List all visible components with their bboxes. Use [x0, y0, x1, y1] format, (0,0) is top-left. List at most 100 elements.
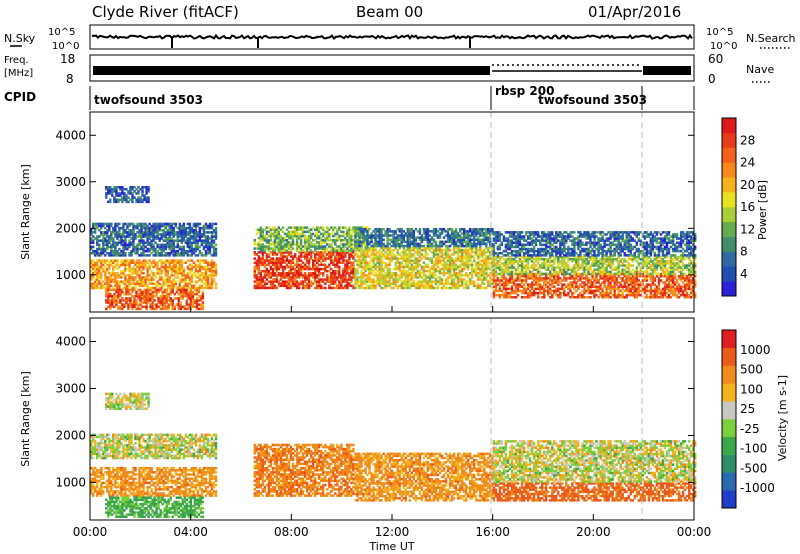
data-cell: [289, 263, 293, 267]
data-cell: [489, 282, 492, 285]
data-cell: [350, 228, 353, 231]
data-cell: [146, 269, 149, 273]
data-cell: [187, 307, 190, 311]
data-cell: [340, 261, 343, 264]
data-cell: [344, 245, 347, 248]
data-cell: [414, 259, 418, 262]
data-cell: [166, 241, 169, 244]
data-cell: [127, 200, 130, 204]
data-cell: [176, 239, 179, 242]
data-cell: [96, 235, 99, 238]
data-cell: [350, 276, 353, 279]
data-cell: [255, 276, 258, 279]
data-cell: [434, 234, 438, 237]
data-cell: [159, 295, 162, 298]
data-cell: [214, 286, 218, 290]
data-cell: [475, 284, 478, 288]
data-cell: [364, 278, 367, 281]
data-cell: [160, 269, 163, 273]
data-cell: [190, 274, 194, 277]
data-cell: [336, 257, 339, 260]
data-cell: [194, 224, 198, 228]
data-cell: [408, 240, 411, 244]
data-cell: [297, 284, 301, 288]
data-cell: [338, 245, 341, 248]
data-cell: [283, 245, 287, 248]
noise-tick-bottom-right: 10^0: [710, 41, 737, 52]
data-cell: [206, 261, 210, 264]
data-cell: [136, 272, 139, 275]
data-cell: [142, 243, 145, 247]
data-cell: [479, 240, 482, 244]
data-cell: [454, 257, 458, 260]
data-cell: [96, 259, 99, 262]
data-cell: [210, 243, 214, 247]
data-cell: [130, 252, 133, 255]
data-cell: [116, 259, 119, 262]
data-cell: [452, 259, 456, 262]
data-cell: [322, 278, 325, 281]
data-cell: [382, 255, 385, 258]
data-cell: [275, 280, 279, 283]
data-cell: [438, 249, 442, 252]
data-cell: [153, 290, 156, 294]
data-cell: [434, 232, 438, 235]
data-cell: [452, 284, 456, 288]
data-cell: [408, 230, 411, 233]
data-cell: [259, 280, 262, 283]
data-cell: [336, 261, 339, 264]
data-cell: [187, 290, 190, 294]
data-cell: [202, 233, 206, 236]
data-cell: [489, 276, 492, 279]
data-cell: [485, 274, 488, 277]
data-cell: [90, 233, 93, 236]
data-cell: [204, 261, 208, 264]
data-cell: [136, 261, 139, 264]
data-cell: [376, 280, 379, 283]
data-cell: [336, 230, 339, 234]
data-cell: [374, 230, 377, 233]
data-cell: [168, 233, 171, 236]
data-cell: [301, 276, 305, 279]
data-cell: [202, 265, 206, 269]
data-cell: [428, 282, 432, 285]
data-cell: [96, 249, 99, 253]
data-cell: [418, 249, 422, 252]
data-cell: [475, 274, 478, 277]
data-cell: [334, 241, 337, 244]
data-cell: [273, 236, 277, 240]
data-cell: [454, 267, 458, 271]
data-cell: [110, 243, 113, 247]
data-cell: [307, 257, 311, 260]
data-cell: [332, 253, 335, 256]
data-cell: [366, 240, 369, 244]
data-cell: [342, 239, 345, 242]
data-cell: [301, 226, 305, 229]
data-cell: [137, 292, 140, 296]
data-cell: [180, 254, 183, 257]
data-cell: [469, 257, 472, 260]
data-cell: [404, 253, 407, 256]
data-cell: [334, 251, 337, 254]
data-cell: [113, 196, 116, 199]
data-cell: [127, 305, 130, 308]
data-cell: [269, 236, 273, 240]
data-cell: [164, 247, 167, 251]
data-cell: [436, 263, 440, 267]
data-cell: [117, 186, 120, 189]
data-cell: [90, 231, 93, 234]
data-cell: [465, 249, 468, 252]
data-cell: [418, 276, 422, 279]
data-cell: [372, 274, 375, 277]
data-cell: [277, 261, 281, 264]
data-cell: [299, 274, 303, 277]
data-cell: [332, 247, 335, 250]
data-cell: [261, 284, 264, 288]
data-cell: [400, 238, 403, 241]
data-cell: [380, 246, 383, 250]
data-cell: [102, 237, 105, 240]
data-cell: [119, 299, 122, 302]
data-cell: [346, 284, 349, 288]
data-cell: [289, 267, 293, 271]
data-cell: [475, 261, 478, 264]
